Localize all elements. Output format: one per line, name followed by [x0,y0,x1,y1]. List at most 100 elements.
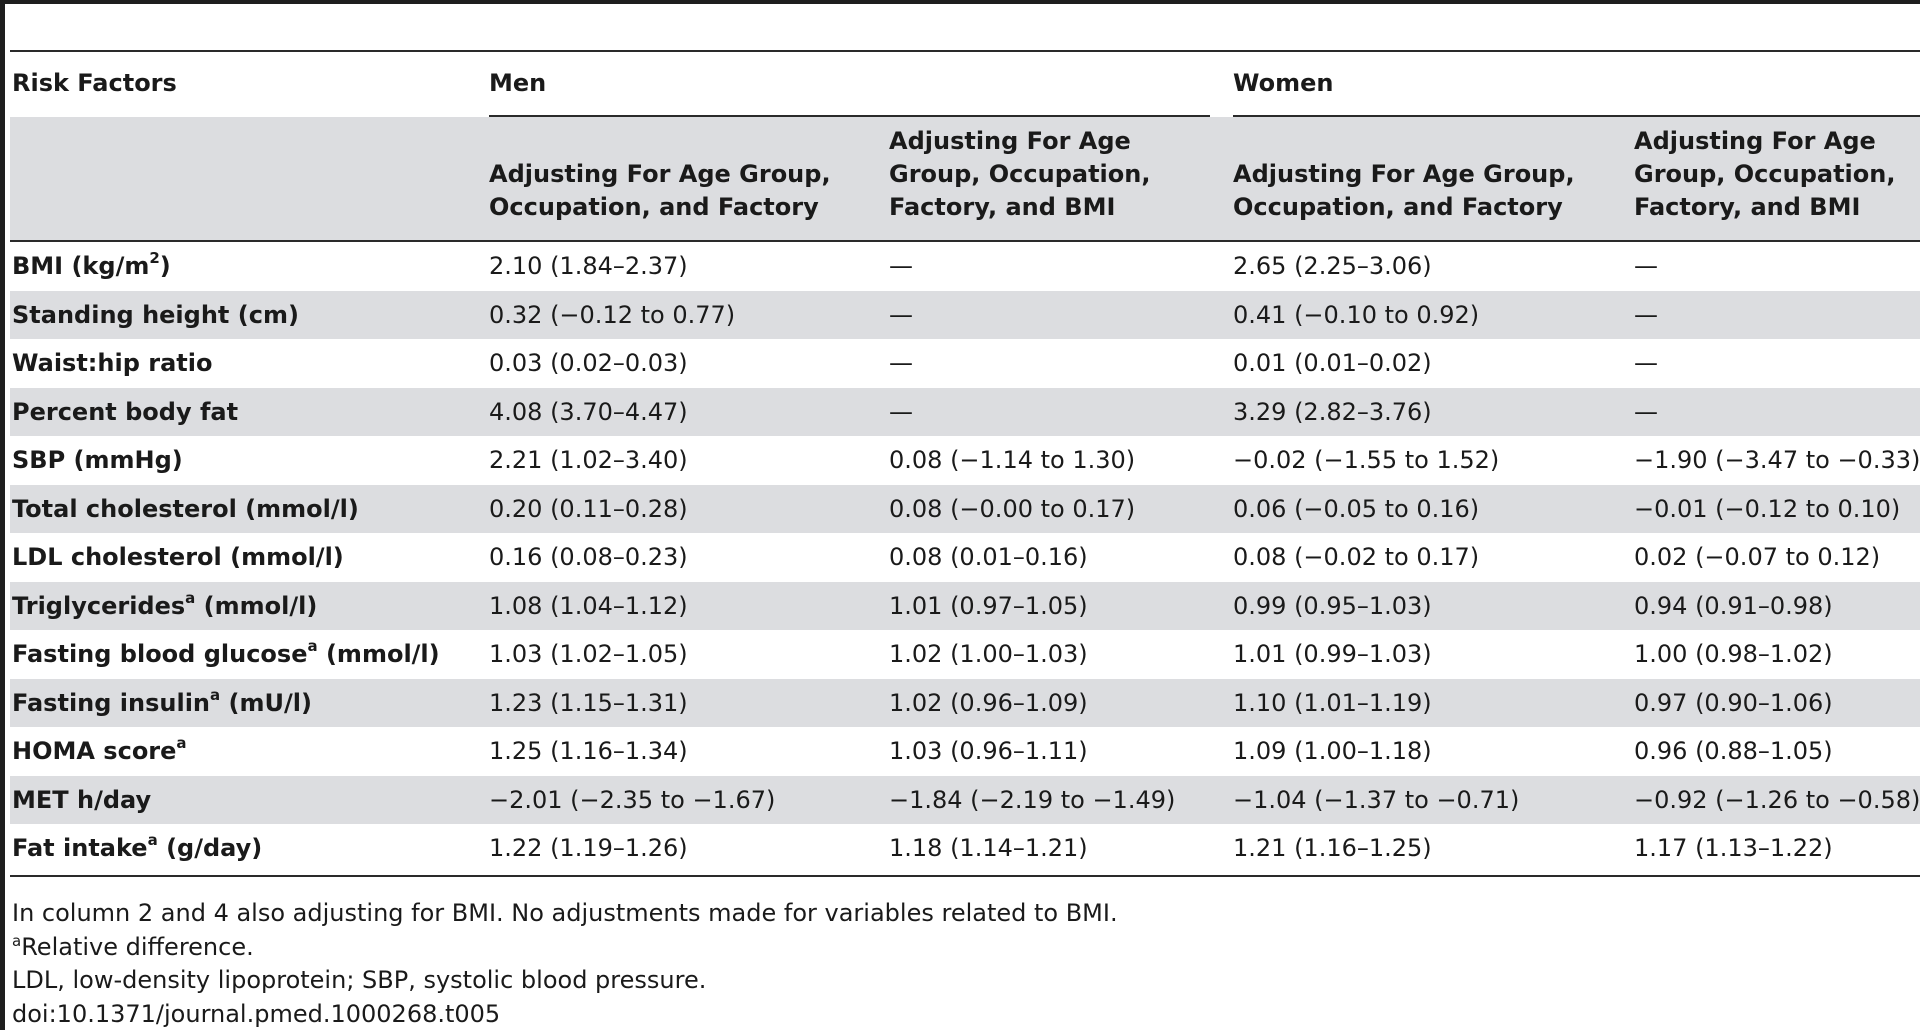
table-cell: −0.01 (−0.12 to 0.10) [1634,485,1900,534]
table-cell: 1.10 (1.01–1.19) [1233,679,1432,728]
table-row: Fasting insulina (mU/l)1.23 (1.15–1.31)1… [10,679,1920,728]
doi-link[interactable]: doi:10.1371/journal.pmed.1000268.t005 [12,998,1118,1031]
row-label: Percent body fat [12,388,238,437]
row-label-suffix: (mmol/l) [318,640,440,668]
table-cell: 0.08 (−1.14 to 1.30) [889,436,1135,485]
table-cell: 0.02 (−0.07 to 0.12) [1634,533,1880,582]
row-label-text: Fasting blood glucose [12,640,307,668]
table-body: BMI (kg/m2) 2.10 (1.84–2.37) — 2.65 (2.25–3… [10,242,1920,873]
table-cell: 1.01 (0.99–1.03) [1233,630,1432,679]
table-cell: — [1634,339,1658,388]
footnote-adjustment: In column 2 and 4 also adjusting for BMI… [12,897,1118,931]
table-row: Triglyceridesa (mmol/l)1.08 (1.04–1.12)1… [10,582,1920,631]
row-label-text: Waist:hip ratio [12,349,212,377]
table-cell: 1.17 (1.13–1.22) [1634,824,1833,873]
table-cell: 1.09 (1.00–1.18) [1233,727,1432,776]
row-label: Fasting blood glucosea (mmol/l) [12,630,440,679]
row-label: Standing height (cm) [12,291,299,340]
row-label-superscript: a [210,686,220,704]
table-cell: 0.99 (0.95–1.03) [1233,582,1432,631]
table-cell: 1.02 (1.00–1.03) [889,630,1088,679]
footnote-relative-text: Relative difference. [21,933,254,961]
row-label-suffix: (mU/l) [220,689,312,717]
table-row: Total cholesterol (mmol/l) 0.20 (0.11–0.2… [10,485,1920,534]
table-cell: 0.41 (−0.10 to 0.92) [1233,291,1479,340]
row-label-text: Percent body fat [12,398,238,426]
row-label-text: BMI (kg/m [12,252,149,280]
table-cell: 2.21 (1.02–3.40) [489,436,688,485]
row-label-suffix: (mmol/l) [195,592,317,620]
subheader-men-col1: Adjusting For Age Group, Occupation, and… [489,158,831,224]
subheader-men-col2: Adjusting For Age Group, Occupation, Fac… [889,125,1150,224]
row-label-text: SBP (mmHg) [12,446,183,474]
row-label-suffix: ) [160,252,171,280]
table-cell: — [889,339,913,388]
table-top-rule [10,50,1920,52]
table-cell: 1.03 (0.96–1.11) [889,727,1088,776]
table-row: MET h/day −2.01 (−2.35 to −1.67) −1.84 (−2… [10,776,1920,825]
table-cell: 0.97 (0.90–1.06) [1634,679,1833,728]
header-risk-factors: Risk Factors [12,67,177,100]
row-label: Waist:hip ratio [12,339,212,388]
row-label: BMI (kg/m2) [12,242,171,291]
table-cell: −0.92 (−1.26 to −0.58) [1634,776,1920,825]
subheader-women-col2: Adjusting For Age Group, Occupation, Fac… [1634,125,1895,224]
row-label-superscript: a [307,637,317,655]
table-cell: 1.02 (0.96–1.09) [889,679,1088,728]
table-cell: 2.65 (2.25–3.06) [1233,242,1432,291]
subheader-women-col1: Adjusting For Age Group, Occupation, and… [1233,158,1575,224]
row-label-suffix: (g/day) [158,834,263,862]
row-label: Fat intakea (g/day) [12,824,262,873]
footnote-marker: a [12,932,21,950]
table-row: SBP (mmHg) 2.21 (1.02–3.40) 0.08 (−1.14 to… [10,436,1920,485]
table-cell: 0.08 (0.01–0.16) [889,533,1088,582]
table-cell: 1.03 (1.02–1.05) [489,630,688,679]
row-label-text: Triglycerides [12,592,185,620]
table-cell: — [889,291,913,340]
footnote-relative-difference: aRelative difference. [12,931,1118,965]
row-label-superscript: 2 [149,249,159,267]
table-cell: 0.03 (0.02–0.03) [489,339,688,388]
table-cell: 1.25 (1.16–1.34) [489,727,688,776]
row-label: Total cholesterol (mmol/l) [12,485,359,534]
table-cell: −2.01 (−2.35 to −1.67) [489,776,775,825]
table-footnotes: In column 2 and 4 also adjusting for BMI… [12,897,1118,1031]
footnote-abbreviations: LDL, low-density lipoprotein; SBP, systo… [12,964,1118,998]
table-cell: −1.90 (−3.47 to −0.33) [1634,436,1920,485]
table-row: HOMA scorea 1.25 (1.16–1.34) 1.03 (0.96–1.… [10,727,1920,776]
row-label-text: HOMA score [12,737,176,765]
table-cell: 0.20 (0.11–0.28) [489,485,688,534]
row-label: LDL cholesterol (mmol/l) [12,533,344,582]
table-cell: −0.02 (−1.55 to 1.52) [1233,436,1499,485]
table-cell: 0.08 (−0.02 to 0.17) [1233,533,1479,582]
table-row: LDL cholesterol (mmol/l) 0.16 (0.08–0.23)… [10,533,1920,582]
row-label-superscript: a [185,589,195,607]
table-cell: 3.29 (2.82–3.76) [1233,388,1432,437]
table-cell: 0.16 (0.08–0.23) [489,533,688,582]
table-cell: 0.94 (0.91–0.98) [1634,582,1833,631]
table-row: Standing height (cm)0.32 (−0.12 to 0.77)… [10,291,1920,340]
row-label-text: Fasting insulin [12,689,210,717]
row-label: HOMA scorea [12,727,187,776]
table-cell: 1.22 (1.19–1.26) [489,824,688,873]
row-label: Fasting insulina (mU/l) [12,679,312,728]
table-row: Fat intakea (g/day) 1.22 (1.19–1.26) 1.18 … [10,824,1920,873]
table-cell: 1.21 (1.16–1.25) [1233,824,1432,873]
table-bottom-rule [10,875,1920,877]
table-cell: 0.06 (−0.05 to 0.16) [1233,485,1479,534]
header-men: Men [489,67,546,100]
table-cell: 4.08 (3.70–4.47) [489,388,688,437]
table-cell: 2.10 (1.84–2.37) [489,242,688,291]
table-cell: −1.04 (−1.37 to −0.71) [1233,776,1519,825]
row-label-superscript: a [176,734,186,752]
row-label-text: Total cholesterol (mmol/l) [12,495,359,523]
row-label-text: LDL cholesterol (mmol/l) [12,543,344,571]
header-women: Women [1233,67,1333,100]
table-cell: −1.84 (−2.19 to −1.49) [889,776,1175,825]
table-cell: 1.18 (1.14–1.21) [889,824,1088,873]
row-label: Triglyceridesa (mmol/l) [12,582,317,631]
row-label: MET h/day [12,776,151,825]
left-border [0,0,5,1030]
